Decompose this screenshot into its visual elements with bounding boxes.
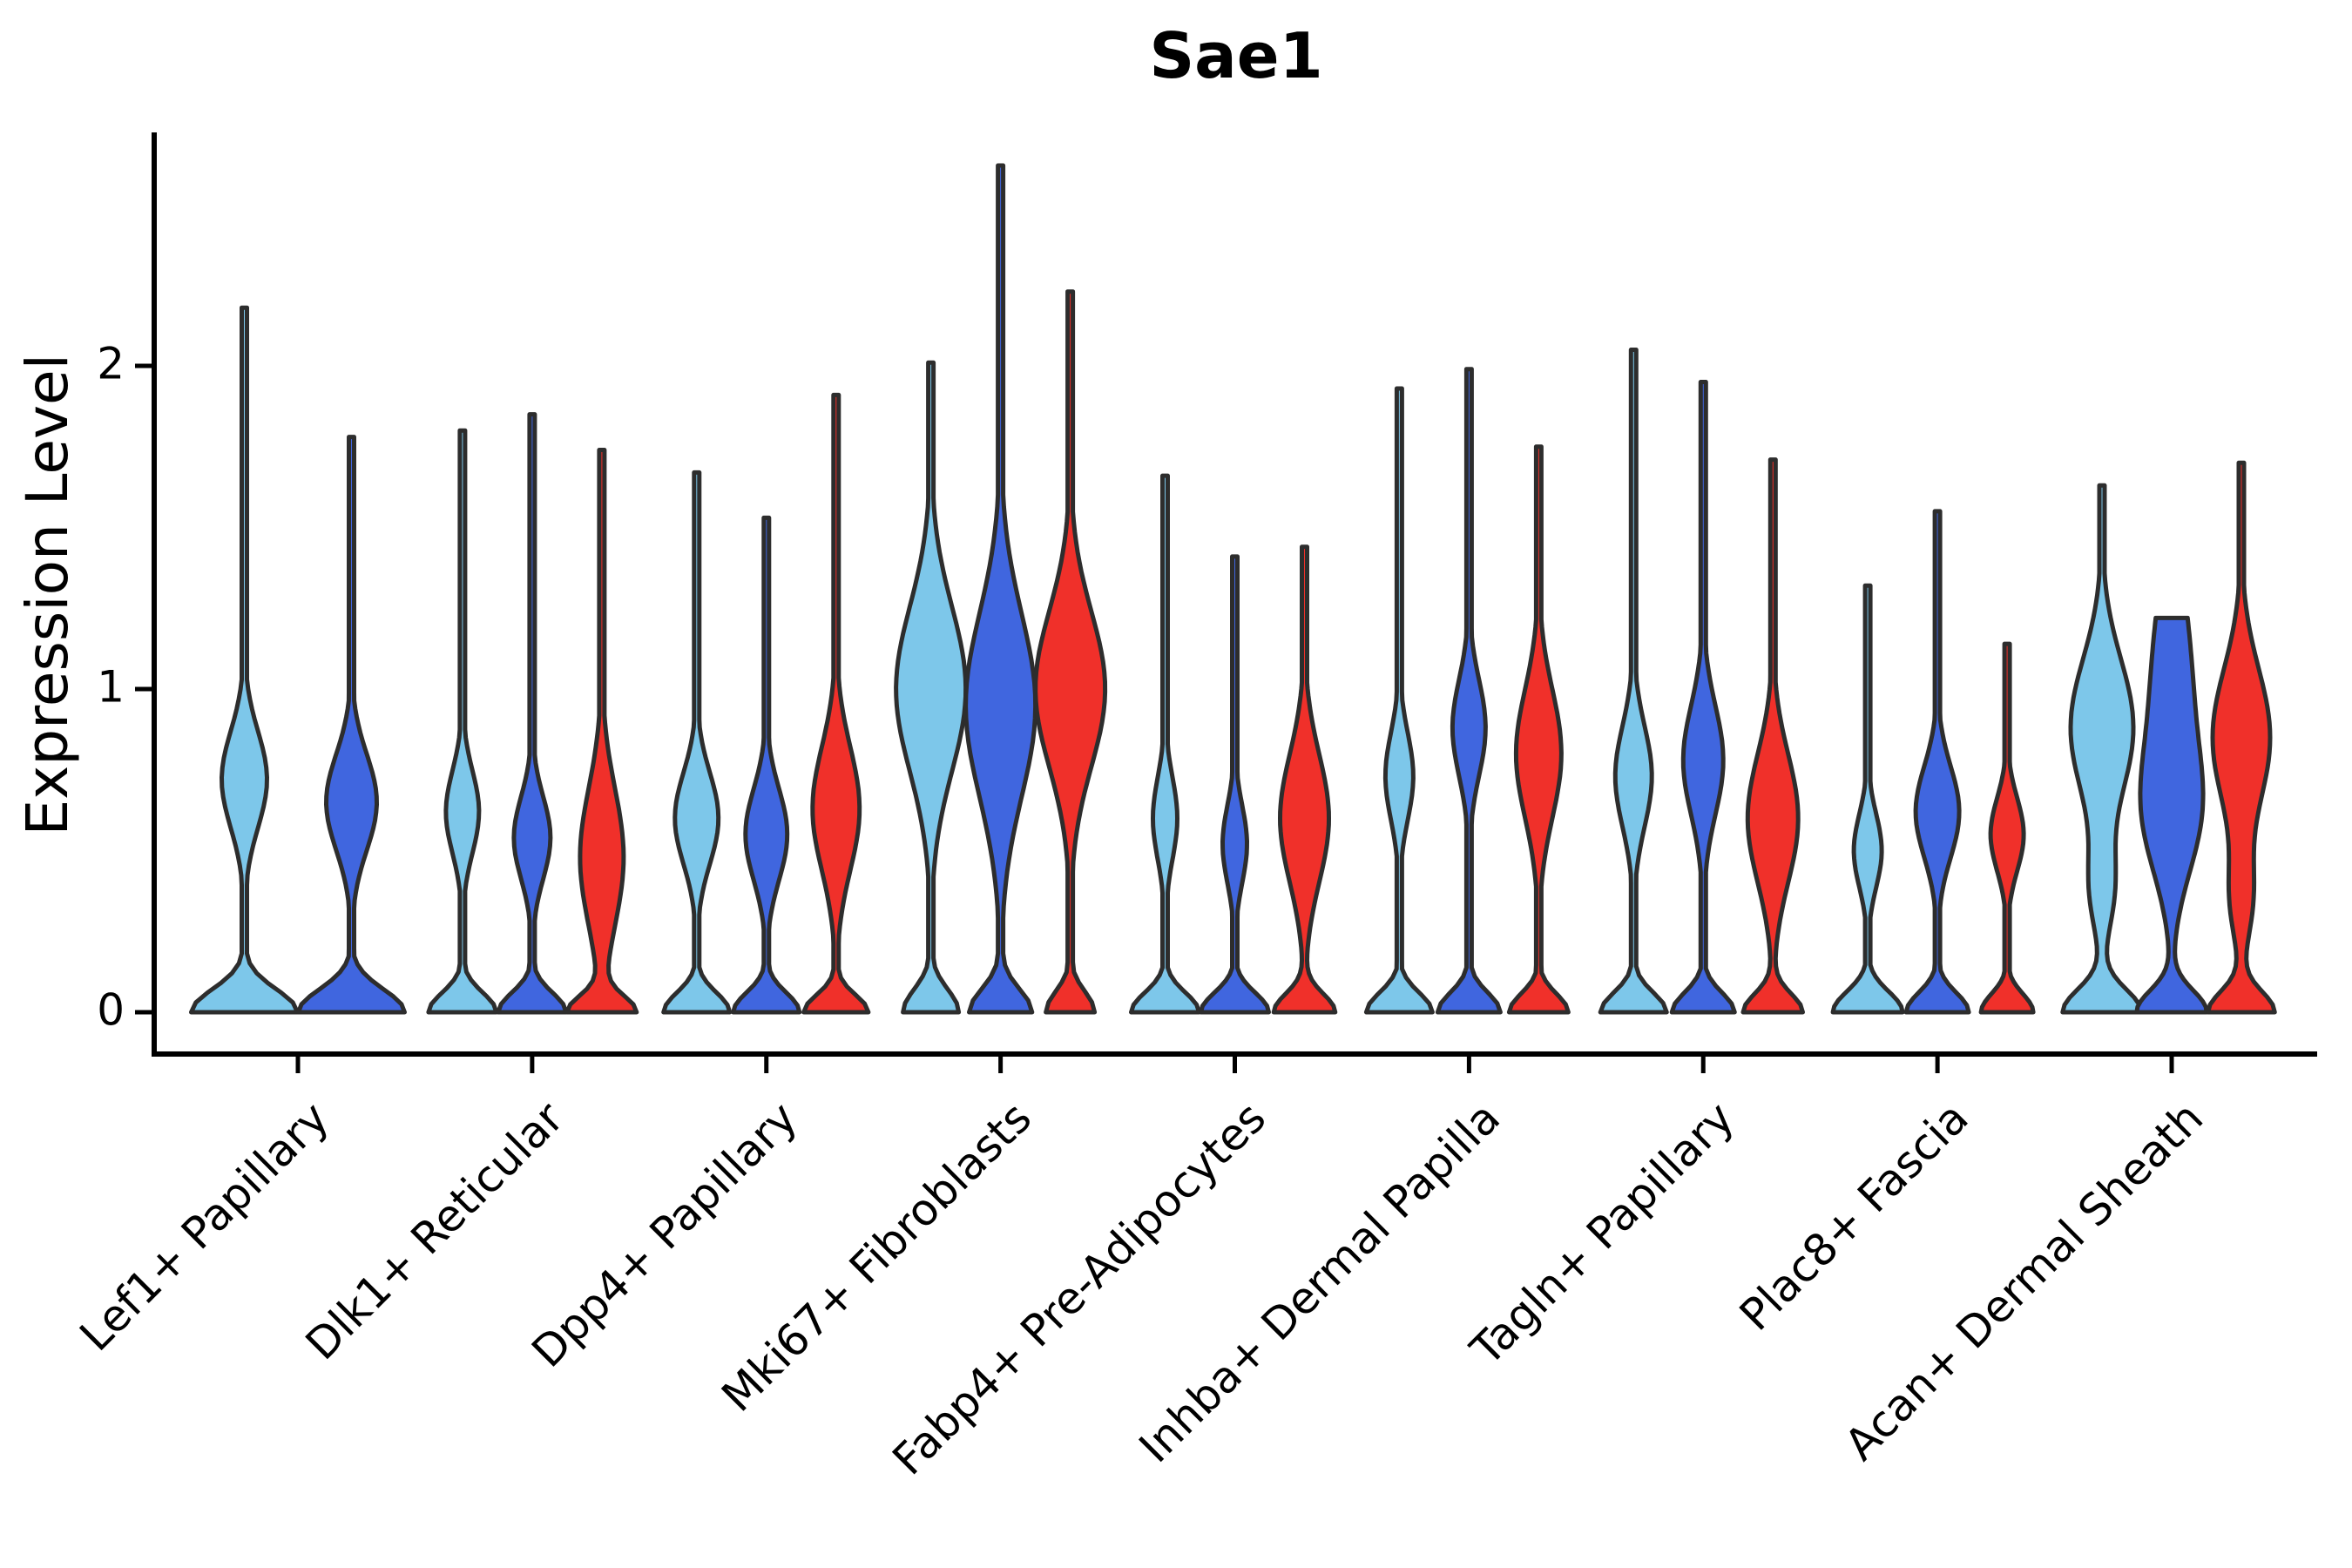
violin-red-acan-dermal-sheath (2206, 460, 2277, 1015)
violin-dark_blue-mki67-fibroblasts (963, 163, 1038, 1015)
violin-light_blue-inhba-dermal-papilla (1363, 386, 1435, 1015)
violin-dark_blue-dlk1-reticular (496, 412, 569, 1015)
violin-red-dlk1-reticular (564, 448, 639, 1015)
violin-light_blue-tagln-papillary (1598, 348, 1669, 1015)
y-axis-label: Expression Level (13, 354, 81, 836)
violin-light_blue-lef1-papillary (189, 305, 300, 1015)
violin-dark_blue-dpp4-papillary (731, 515, 802, 1015)
violin-light_blue-dlk1-reticular (426, 428, 499, 1015)
violin-light_blue-dpp4-papillary (661, 470, 733, 1015)
axis-spines (152, 132, 2317, 1057)
violin-light_blue-acan-dermal-sheath (2060, 483, 2144, 1015)
chart-title: Sae1 (1149, 19, 1323, 92)
y-tick-label-1: 1 (97, 661, 125, 713)
violin-dark_blue-inhba-dermal-papilla (1435, 367, 1503, 1015)
violin-light_blue-fabp4-pre-adipocytes (1129, 473, 1201, 1015)
violin-red-fabp4-pre-adipocytes (1271, 544, 1338, 1015)
violin-red-mki67-fibroblasts (1033, 289, 1108, 1015)
y-tick-label-2: 2 (97, 338, 125, 389)
violin-red-plac8-fascia (1978, 641, 2036, 1015)
y-axis-label-wrap: Expression Level (12, 135, 82, 1055)
violin-dark_blue-fabp4-pre-adipocytes (1199, 554, 1271, 1015)
violin-dark_blue-tagln-papillary (1669, 380, 1737, 1015)
violin-dark_blue-plac8-fascia (1903, 509, 1971, 1015)
violin-dark_blue-lef1-papillary (296, 435, 407, 1015)
violin-dark_blue-acan-dermal-sheath (2134, 615, 2209, 1015)
y-tick-label-0: 0 (97, 984, 125, 1036)
violin-light_blue-plac8-fascia (1830, 583, 1905, 1015)
violin-light_blue-mki67-fibroblasts (894, 360, 969, 1015)
violin-red-tagln-papillary (1740, 457, 1805, 1015)
violin-red-dpp4-papillary (801, 392, 871, 1015)
violin-red-inhba-dermal-papilla (1506, 444, 1571, 1015)
